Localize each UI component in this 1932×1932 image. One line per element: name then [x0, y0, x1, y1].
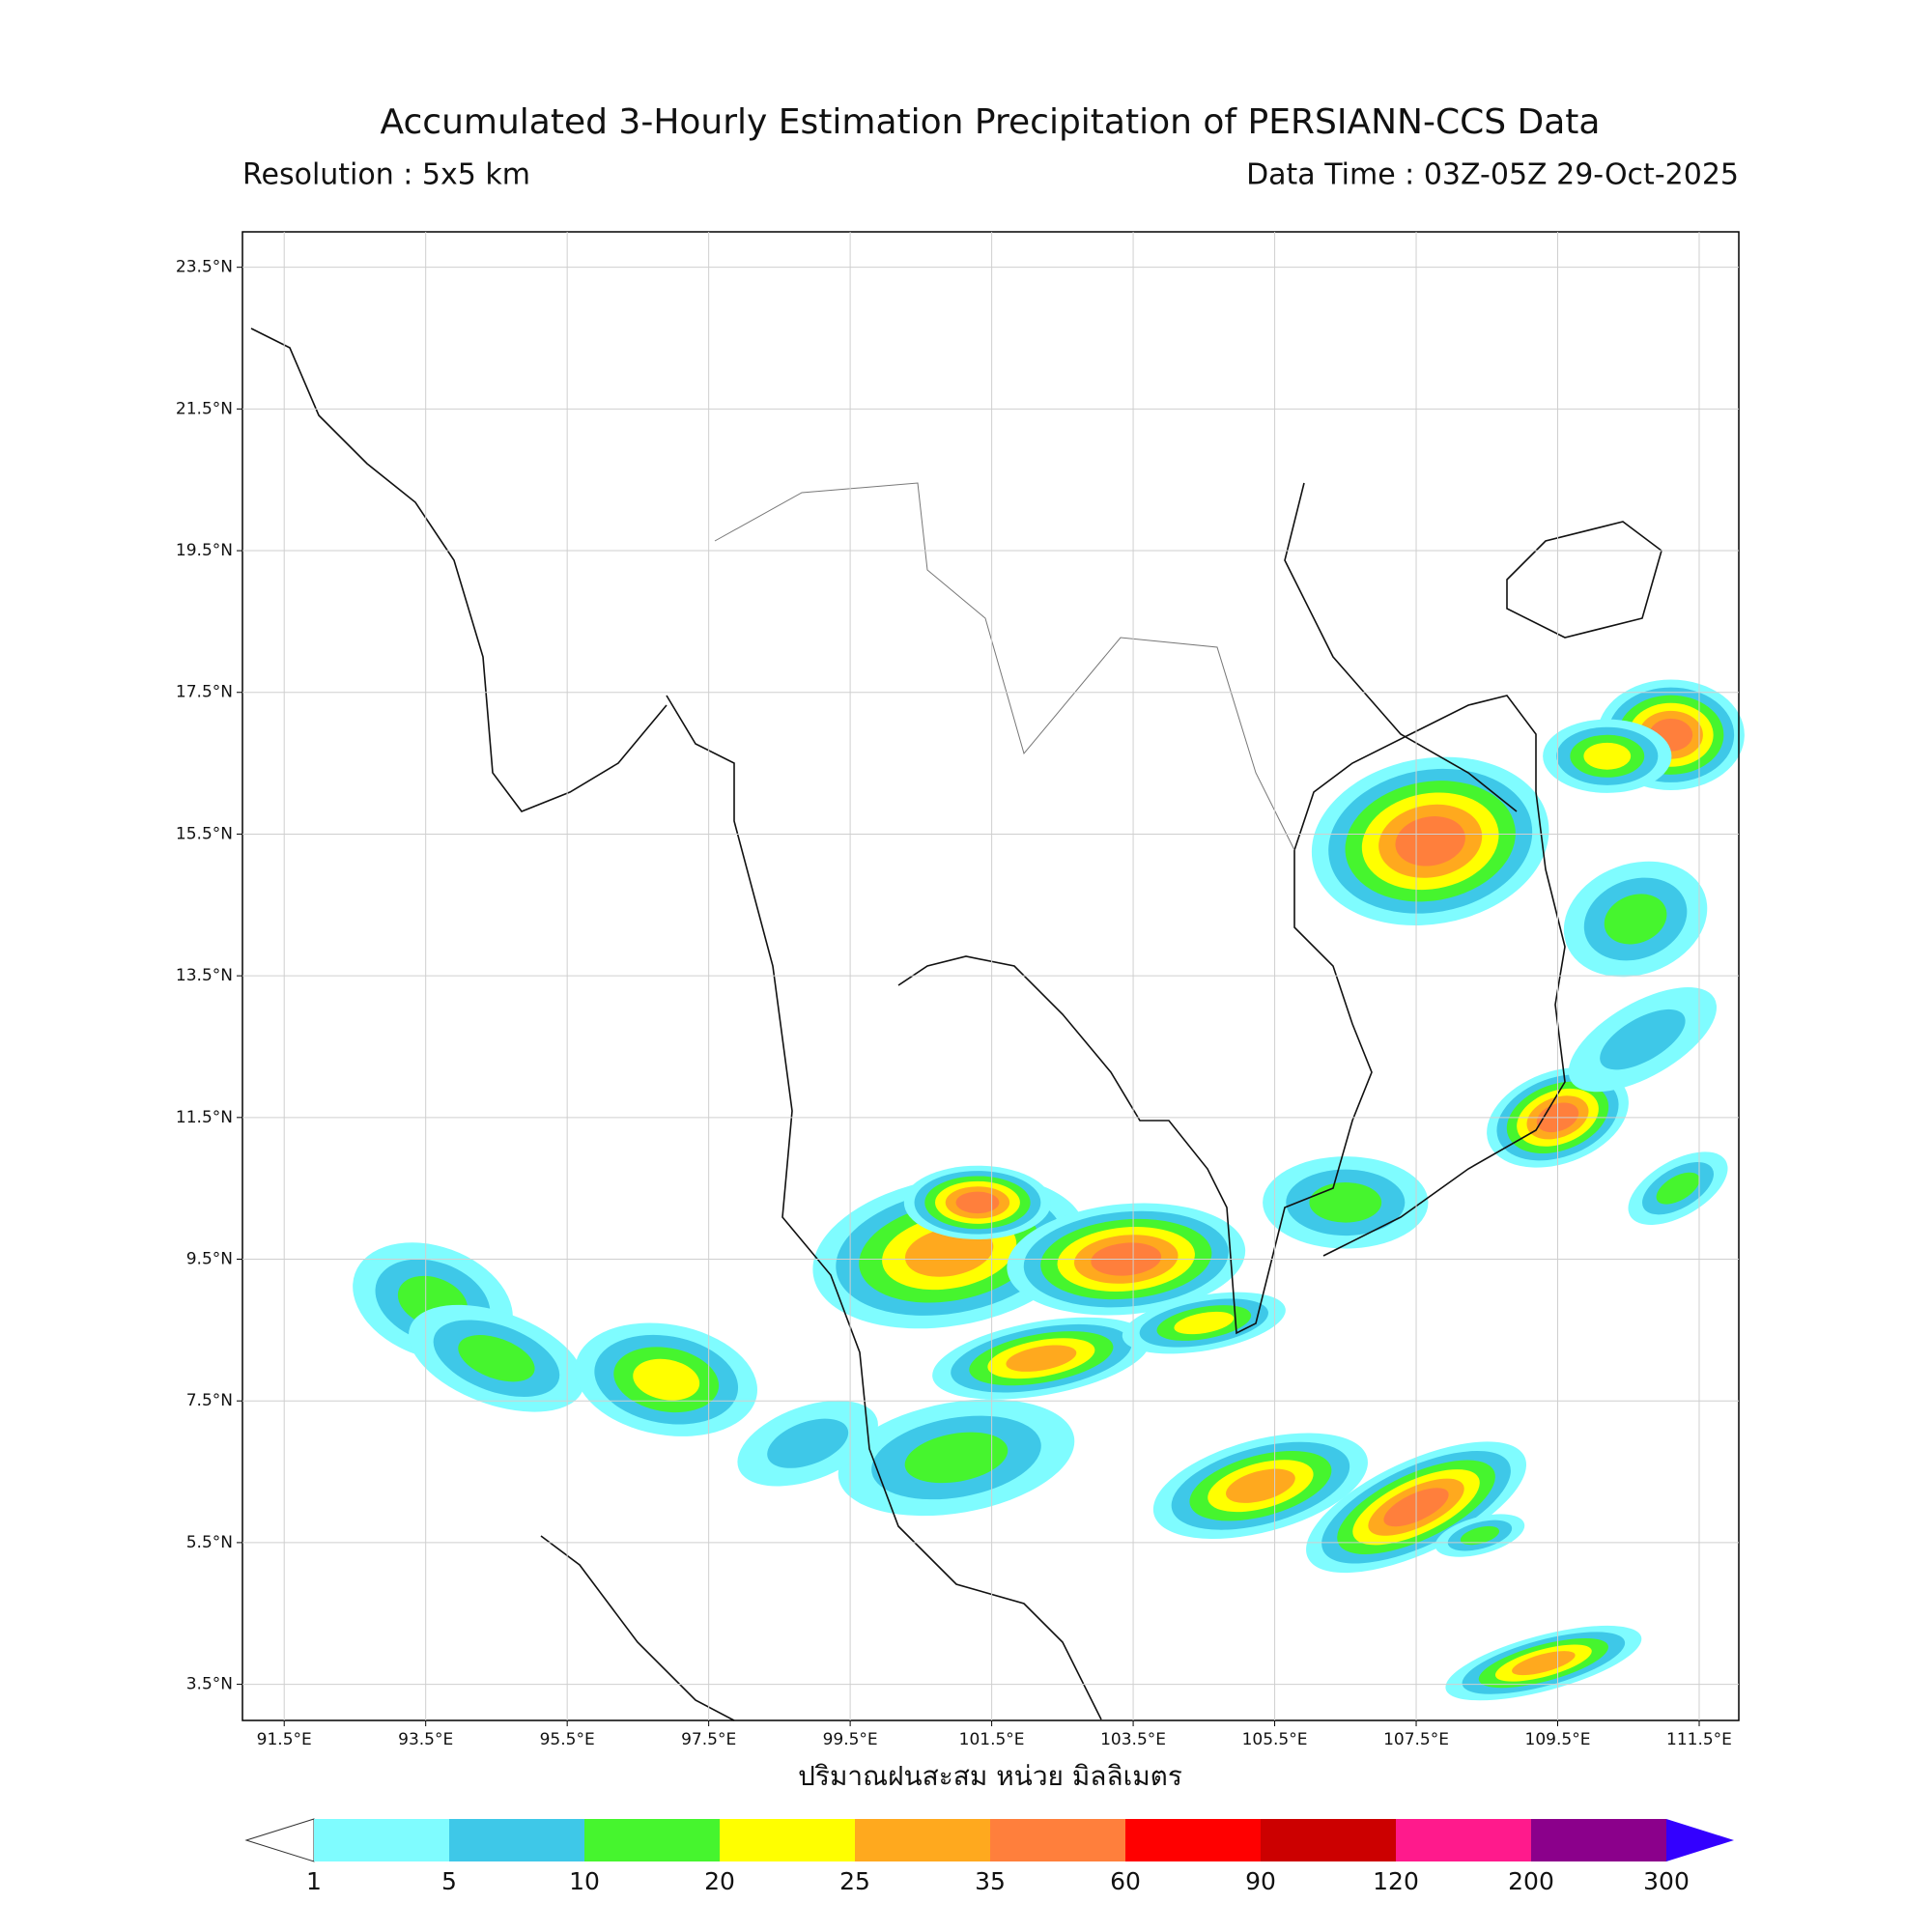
colorbar-tick-label: 5	[441, 1867, 457, 1895]
rain-area	[1656, 1172, 1700, 1205]
y-tick-label: 21.5°N	[176, 399, 233, 418]
colorbar-segment	[449, 1819, 584, 1861]
coastline	[666, 695, 1102, 1720]
resolution: Resolution : 5x5 km	[242, 158, 530, 192]
x-tick-label: 101.5°E	[959, 1730, 1025, 1749]
y-tick-label: 5.5°N	[186, 1533, 233, 1552]
country-border	[714, 482, 1295, 851]
rain-area	[1309, 1182, 1382, 1223]
x-tick-label: 109.5°E	[1525, 1730, 1591, 1749]
rain-area	[1174, 1311, 1235, 1335]
colorbar-tick-label: 60	[1110, 1867, 1141, 1895]
coastline	[897, 695, 1566, 1335]
rain-area	[904, 1432, 1009, 1484]
colorbar-segment	[1261, 1819, 1396, 1861]
rain-area	[1604, 894, 1667, 945]
colorbar-segment	[720, 1819, 855, 1861]
colorbar-tick-label: 200	[1508, 1867, 1554, 1895]
x-tick-label: 93.5°E	[398, 1730, 453, 1749]
y-tick-label: 19.5°N	[176, 541, 233, 560]
y-tick-label: 9.5°N	[186, 1250, 233, 1269]
x-tick-label: 97.5°E	[681, 1730, 736, 1749]
colorbar-segment	[314, 1819, 449, 1861]
colorbar-segment	[990, 1819, 1125, 1861]
colorbar-under	[244, 1818, 315, 1862]
rain-area	[1460, 1525, 1500, 1546]
colorbar-tick-label: 25	[839, 1867, 870, 1895]
rain-area	[1583, 742, 1632, 770]
colorbar-tick-label: 1	[306, 1867, 322, 1895]
x-tick-label: 91.5°E	[257, 1730, 312, 1749]
rain-area	[1600, 1009, 1686, 1070]
x-tick-label: 105.5°E	[1242, 1730, 1308, 1749]
y-tick-label: 23.5°N	[176, 258, 233, 277]
rain-layer	[353, 679, 1745, 1701]
rain-area	[1395, 816, 1465, 867]
rain-area	[458, 1335, 535, 1382]
coastline	[250, 327, 668, 812]
colorbar-tick-label: 20	[704, 1867, 735, 1895]
colorbar-tick-label: 90	[1245, 1867, 1276, 1895]
x-tick-label: 103.5°E	[1100, 1730, 1166, 1749]
y-tick-label: 15.5°N	[176, 824, 233, 843]
y-tick-label: 13.5°N	[176, 966, 233, 985]
colorbar-segment	[1396, 1819, 1531, 1861]
x-tick-label: 99.5°E	[823, 1730, 878, 1749]
data-time: Data Time : 03Z-05Z 29-Oct-2025	[1246, 158, 1739, 192]
y-tick-label: 7.5°N	[186, 1391, 233, 1410]
colorbar-tick-label: 120	[1373, 1867, 1419, 1895]
x-tick-label: 107.5°E	[1383, 1730, 1449, 1749]
y-tick-label: 17.5°N	[176, 683, 233, 702]
title: Accumulated 3-Hourly Estimation Precipit…	[381, 102, 1601, 142]
colorbar-tick-label: 300	[1643, 1867, 1690, 1895]
colorbar-tick-label: 35	[975, 1867, 1006, 1895]
coastline	[540, 1535, 735, 1721]
y-tick-label: 3.5°N	[186, 1675, 233, 1694]
rain-area	[955, 1191, 1000, 1214]
colorbar-segment	[1125, 1819, 1261, 1861]
colorbar-tick-label: 10	[569, 1867, 600, 1895]
colorbar-segment	[1531, 1819, 1666, 1861]
rain-area	[1512, 1651, 1576, 1676]
colorbar-segment	[584, 1819, 720, 1861]
rain-area	[767, 1418, 849, 1468]
rain-area	[1226, 1468, 1295, 1503]
coastline	[1506, 521, 1662, 639]
x-tick-label: 95.5°E	[540, 1730, 595, 1749]
y-tick-label: 11.5°N	[176, 1108, 233, 1127]
colorbar-over	[1666, 1819, 1734, 1861]
colorbar-label: ปริมาณฝนสะสม หน่วย มิลลิเมตร	[798, 1760, 1182, 1792]
coastlines	[250, 327, 1662, 1721]
colorbar-segment	[855, 1819, 990, 1861]
x-tick-label: 111.5°E	[1666, 1730, 1732, 1749]
coastline	[1284, 482, 1518, 812]
rain-area	[1006, 1345, 1077, 1372]
rain-area	[905, 1227, 994, 1277]
rain-area	[633, 1358, 700, 1401]
